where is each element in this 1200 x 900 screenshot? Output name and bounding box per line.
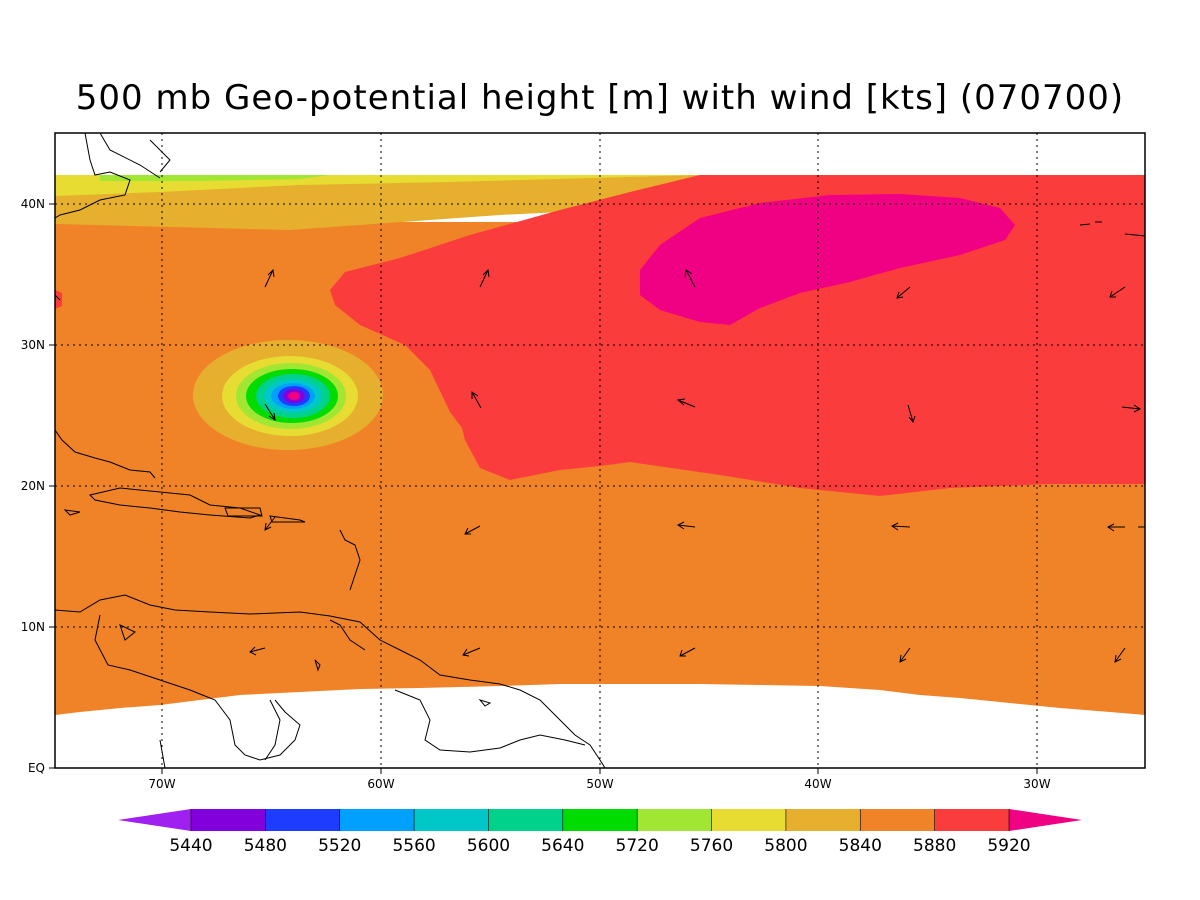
lon-label-60w: 60W	[367, 777, 394, 791]
tick-marks	[49, 203, 1038, 774]
colorbar-swatch	[785, 809, 861, 831]
colorbar-label: 5880	[913, 836, 956, 856]
colorbar-arrow-low	[118, 809, 191, 831]
colorbar-swatch	[934, 809, 1010, 831]
colorbar-swatch	[860, 809, 936, 831]
colorbar-label: 5640	[541, 836, 584, 856]
lon-label-40w: 40W	[804, 777, 831, 791]
lon-label-70w: 70W	[148, 777, 175, 791]
lat-label-10n: 10N	[21, 620, 45, 634]
colorbar-swatch	[488, 809, 564, 831]
colorbar-swatch	[191, 809, 266, 831]
lat-label-40n: 40N	[21, 197, 45, 211]
colorbar-swatch	[637, 809, 713, 831]
map-title: 500 mb Geo-potential height [m] with win…	[75, 78, 1125, 118]
colorbar-swatch	[414, 809, 489, 831]
lat-label-eq: EQ	[28, 761, 45, 775]
colorbar-label: 5480	[244, 836, 287, 856]
lat-label-20n: 20N	[21, 479, 45, 493]
coastlines	[54, 132, 1146, 769]
lat-label-30n: 30N	[21, 338, 45, 352]
colorbar-label: 5760	[690, 836, 733, 856]
colorbar-label: 5560	[392, 836, 435, 856]
graticule	[55, 133, 1145, 768]
colorbar-label: 5920	[987, 836, 1030, 856]
colorbar-label: 5800	[764, 836, 807, 856]
colorbar: 5440 5480 5520 5560 5600 5640 5720 5760 5800 5840…	[118, 809, 1082, 856]
colorbar-swatch	[711, 809, 787, 831]
wind-vectors	[249, 268, 1145, 663]
colorbar-label: 5720	[616, 836, 659, 856]
colorbar-label: 5840	[839, 836, 882, 856]
colorbar-label: 5600	[467, 836, 510, 856]
colorbar-swatch	[265, 809, 341, 831]
colorbar-swatch	[562, 809, 638, 831]
lat-labels: 40N 30N 20N 10N EQ	[21, 197, 45, 775]
lon-labels: 70W 60W 50W 40W 30W	[148, 777, 1050, 791]
contour-5880-edge	[55, 290, 62, 309]
colorbar-swatch	[339, 809, 415, 831]
cyclone-low	[193, 340, 383, 450]
colorbar-label: 5520	[318, 836, 361, 856]
colorbar-arrow-high	[1009, 809, 1082, 831]
contour-5920	[640, 194, 1015, 325]
colorbar-label: 5440	[169, 836, 212, 856]
lon-label-50w: 50W	[586, 777, 613, 791]
lon-label-30w: 30W	[1023, 777, 1050, 791]
